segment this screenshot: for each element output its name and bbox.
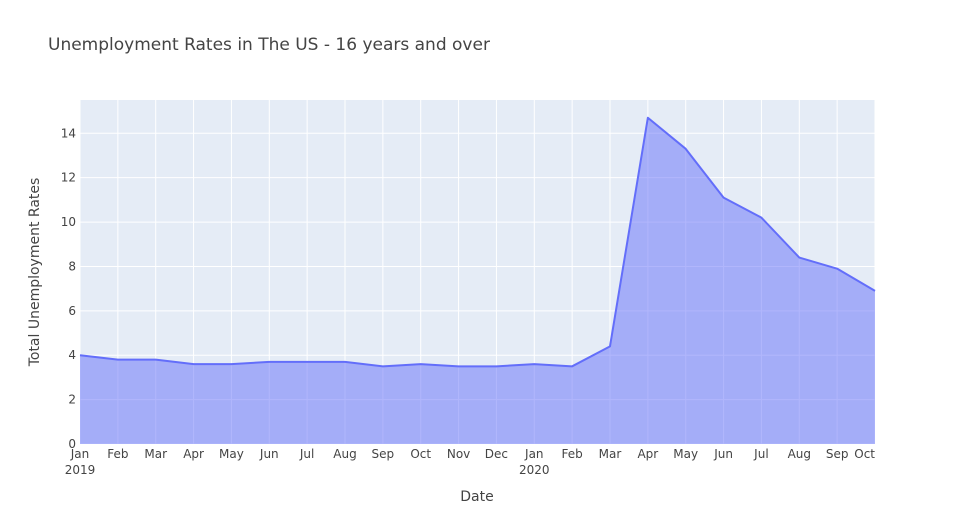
x-axis-title: Date	[460, 489, 493, 505]
y-axis-ticks: 0 2 4 6 8 10 12 14	[61, 126, 76, 451]
x-tick-label: Dec	[485, 447, 508, 461]
x-tick-label: Mar	[599, 447, 622, 461]
x-year-label: 2019	[65, 463, 96, 477]
x-tick-label: Mar	[144, 447, 167, 461]
x-tick-label: Jan	[70, 447, 90, 461]
y-tick-label: 8	[68, 259, 76, 273]
x-year-label: 2020	[519, 463, 550, 477]
x-tick-label: Oct	[410, 447, 431, 461]
y-tick-label: 4	[68, 348, 76, 362]
x-tick-label: Apr	[637, 447, 658, 461]
x-tick-label: Feb	[562, 447, 583, 461]
y-tick-label: 14	[61, 126, 76, 140]
x-tick-label: Nov	[447, 447, 470, 461]
x-tick-label: Apr	[183, 447, 204, 461]
y-tick-label: 12	[61, 171, 76, 185]
x-tick-label: Aug	[788, 447, 811, 461]
series-layer	[79, 116, 876, 444]
x-tick-label: May	[673, 447, 698, 461]
x-tick-label: Oct	[854, 447, 875, 461]
x-tick-label: Feb	[107, 447, 128, 461]
x-tick-label: Jun	[713, 447, 733, 461]
x-tick-label: Jul	[299, 447, 314, 461]
y-tick-label: 2	[68, 393, 76, 407]
x-tick-label: Jun	[259, 447, 279, 461]
y-axis-title: Total Unemployment Rates	[27, 178, 43, 368]
x-tick-label: Aug	[333, 447, 356, 461]
y-tick-label: 0	[68, 437, 76, 451]
y-tick-label: 6	[68, 304, 76, 318]
chart-title: Unemployment Rates in The US - 16 years …	[48, 35, 490, 55]
x-tick-label: Sep	[372, 447, 395, 461]
y-tick-label: 10	[61, 215, 76, 229]
series-line	[79, 116, 876, 368]
x-tick-label: Sep	[826, 447, 849, 461]
x-tick-label: May	[219, 447, 244, 461]
x-axis-ticks: Jan Feb Mar Apr May Jun Jul Aug Sep Oct Nov Dec Jan F…	[65, 447, 876, 477]
x-tick-label: Jan	[524, 447, 544, 461]
x-tick-label: Jul	[753, 447, 768, 461]
